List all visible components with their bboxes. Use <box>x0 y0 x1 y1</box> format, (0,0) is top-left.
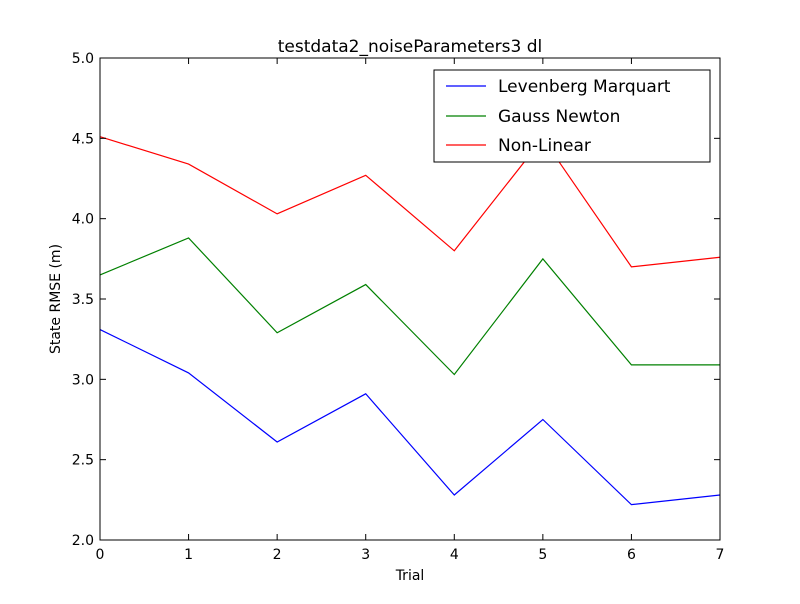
y-tick-label: 2.5 <box>72 453 94 469</box>
legend-label-non-linear: Non-Linear <box>498 136 591 156</box>
chart-title: testdata2_noiseParameters3 dl <box>278 37 543 57</box>
y-tick-label: 2.0 <box>72 533 94 549</box>
x-tick-label: 6 <box>627 547 636 563</box>
series-line-levenberg-marquart <box>99 328 721 506</box>
x-tick-label: 2 <box>273 547 282 563</box>
series-line-gauss-newton <box>99 237 720 376</box>
y-tick-label: 3.0 <box>72 372 94 388</box>
x-axis-label: Trial <box>395 568 425 584</box>
x-tick-label: 5 <box>538 547 547 563</box>
y-tick-label: 4.5 <box>72 131 94 147</box>
y-tick-label: 3.5 <box>72 292 94 308</box>
x-tick-label: 4 <box>450 547 459 563</box>
y-tick-label: 4.0 <box>72 212 94 228</box>
legend: Levenberg Marquart Gauss Newton Non-Line… <box>433 69 711 163</box>
y-axis-label: State RMSE (m) <box>48 244 64 354</box>
y-tick-label: 5.0 <box>72 51 94 67</box>
x-tick-label: 7 <box>716 547 725 563</box>
legend-label-gauss-newton: Gauss Newton <box>498 107 620 127</box>
series-line-non-linear <box>99 136 721 268</box>
x-tick-label: 1 <box>184 547 193 563</box>
legend-label-levenberg-marquart: Levenberg Marquart <box>498 77 671 97</box>
x-tick-label: 3 <box>361 547 370 563</box>
series-layer <box>99 136 721 506</box>
plot-area-frame <box>99 57 721 541</box>
x-tick-label: 0 <box>96 547 105 563</box>
